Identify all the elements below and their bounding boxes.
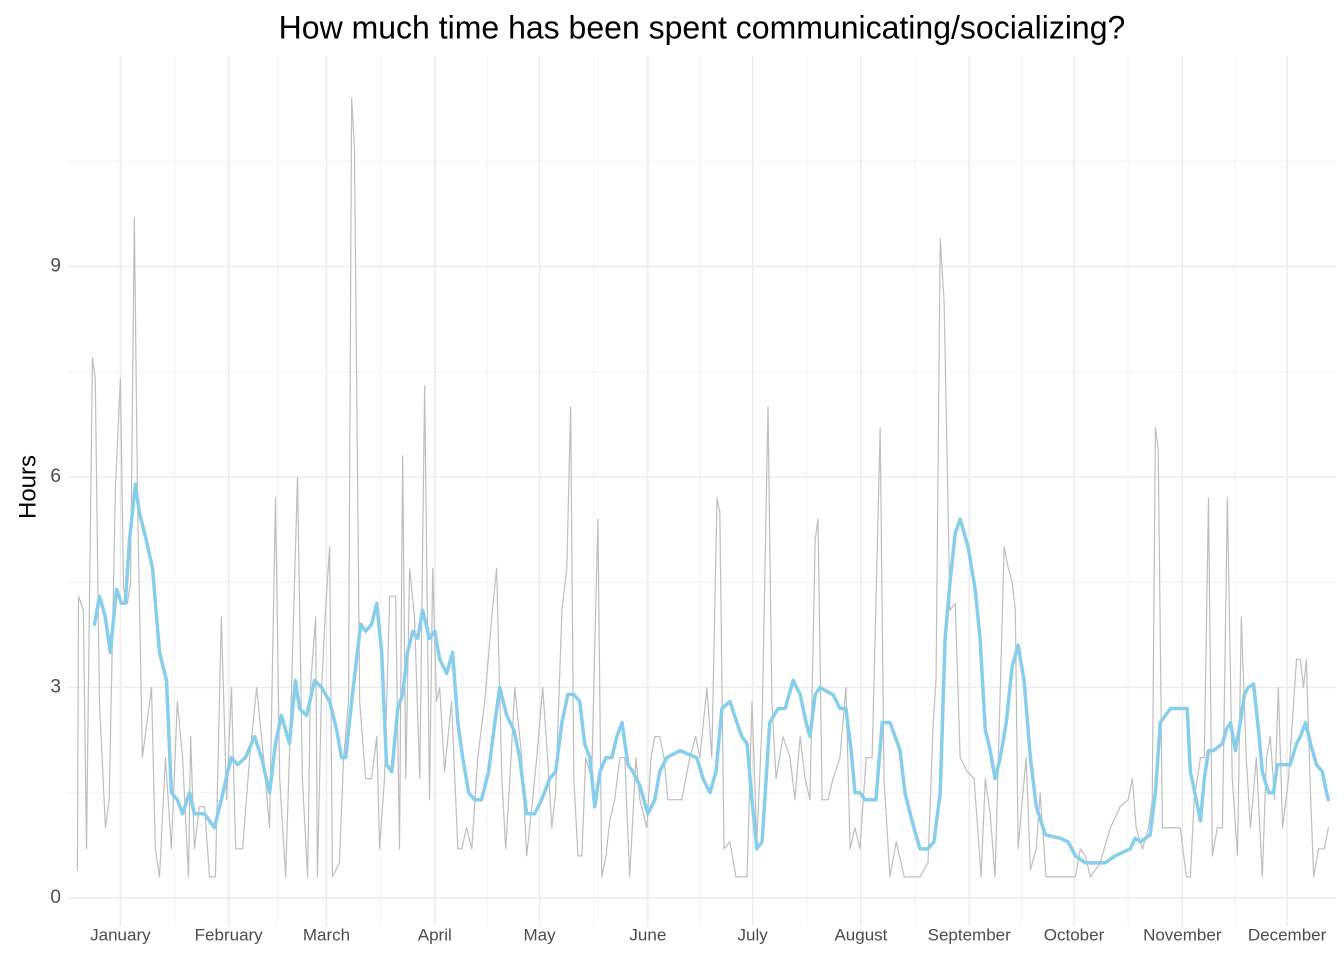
x-tick-label: December xyxy=(1248,925,1327,944)
x-tick-label: May xyxy=(524,925,557,944)
y-tick-label: 0 xyxy=(50,887,61,908)
x-tick-label: October xyxy=(1044,925,1105,944)
x-tick-label: April xyxy=(418,925,452,944)
x-tick-label: January xyxy=(90,925,151,944)
y-axis-label: Hours xyxy=(14,455,41,519)
x-tick-label: September xyxy=(928,925,1011,944)
y-tick-label: 6 xyxy=(50,466,61,487)
chart-title: How much time has been spent communicati… xyxy=(279,9,1126,45)
y-tick-label: 9 xyxy=(50,255,61,276)
x-tick-label: March xyxy=(303,925,350,944)
x-tick-label: November xyxy=(1143,925,1222,944)
series-line xyxy=(76,97,1329,878)
x-tick-label: July xyxy=(738,925,769,944)
y-tick-label: 3 xyxy=(50,676,61,697)
series-line xyxy=(92,482,1331,865)
x-tick-label: February xyxy=(195,925,264,944)
x-tick-label: August xyxy=(834,925,887,944)
x-tick-label: June xyxy=(629,925,666,944)
